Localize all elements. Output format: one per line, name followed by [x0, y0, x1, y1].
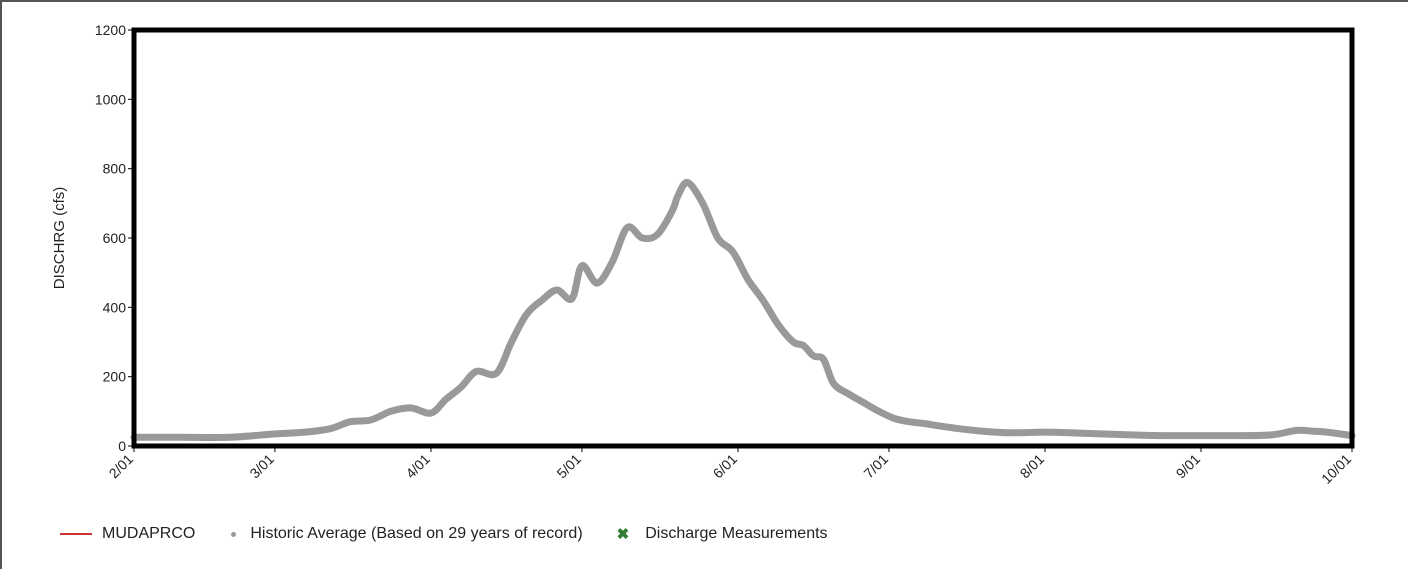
y-tick-label: 600 — [103, 230, 127, 246]
y-tick-label: 1200 — [95, 22, 126, 38]
y-axis-label: DISCHRG (cfs) — [51, 187, 68, 290]
x-tick-label: 5/01 — [553, 451, 584, 482]
y-tick-label: 1000 — [95, 91, 126, 107]
legend: MUDAPRCO Historic Average (Based on 29 y… — [60, 522, 856, 546]
x-axis-ticks: 2/01 3/01 4/01 5/01 6/01 7/01 8/01 9/01 10/01 — [106, 446, 1354, 487]
series-layer — [130, 179, 1356, 442]
y-axis-ticks: 0 200 400 600 800 1000 1200 — [95, 22, 134, 454]
legend-item-discharge-measurements[interactable]: ✖ Discharge Measurements — [611, 525, 828, 543]
x-tick-label: 9/01 — [1173, 451, 1204, 482]
x-tick-label: 8/01 — [1017, 451, 1048, 482]
y-tick-label: 400 — [103, 299, 127, 315]
legend-item-historic-average[interactable]: Historic Average (Based on 29 years of r… — [223, 525, 583, 543]
plot-border — [131, 27, 1355, 449]
legend-label-discharge-measurements: Discharge Measurements — [645, 525, 828, 542]
legend-x-icon: ✖ — [616, 526, 630, 543]
legend-item-mudaprco[interactable]: MUDAPRCO — [60, 525, 195, 543]
legend-label-historic-average: Historic Average (Based on 29 years of r… — [250, 525, 583, 542]
x-tick-label: 2/01 — [106, 451, 137, 482]
discharge-chart: 0 200 400 600 800 1000 1200 2/01 3/01 4/01 5/01 6/… — [51, 22, 1356, 487]
x-tick-label: 4/01 — [402, 451, 433, 482]
y-tick-label: 0 — [118, 438, 126, 454]
x-tick-label: 6/01 — [710, 451, 741, 482]
series-line-historic-average — [130, 179, 1356, 442]
x-tick-label: 3/01 — [246, 451, 277, 482]
legend-line-icon — [60, 533, 92, 535]
x-tick-label: 7/01 — [860, 451, 891, 482]
y-tick-label: 200 — [103, 369, 127, 385]
legend-dot-icon — [231, 531, 237, 537]
x-tick-label: 10/01 — [1318, 451, 1354, 487]
y-tick-label: 800 — [103, 161, 127, 177]
legend-label-mudaprco: MUDAPRCO — [102, 525, 196, 542]
